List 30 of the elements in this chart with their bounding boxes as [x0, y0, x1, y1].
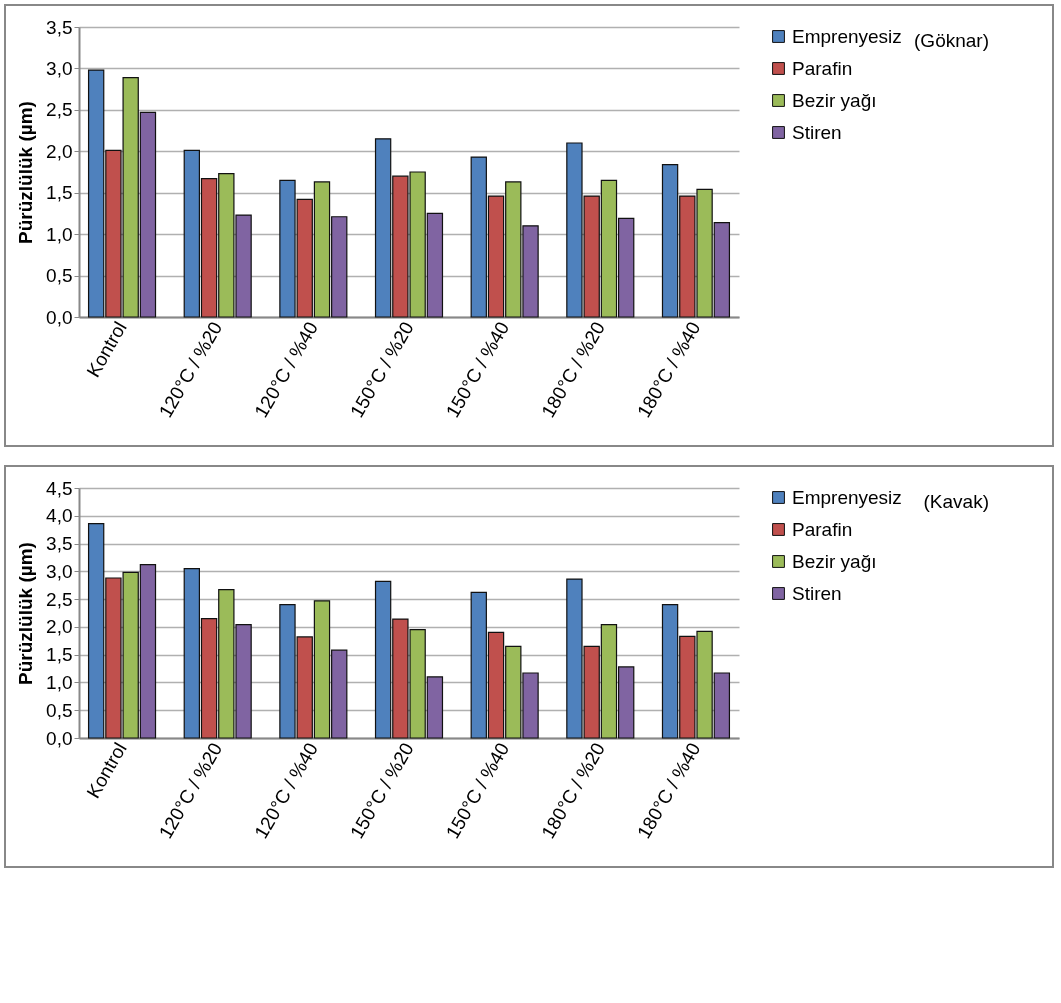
y-tick-label: 2,5: [46, 588, 73, 610]
y-axis-title: Pürüzlülük (µm): [15, 542, 37, 685]
legend-label: Emprenyesiz: [792, 486, 902, 508]
y-tick-label: 1,0: [46, 223, 73, 245]
text: (Kavak): [923, 491, 989, 512]
legend-label: Parafin: [792, 518, 853, 540]
y-tick-label: 2,0: [46, 616, 73, 638]
y-tick-label: 2,5: [46, 99, 73, 121]
y-tick-label: 4,0: [46, 505, 73, 527]
legend-label: Emprenyesiz: [792, 25, 902, 47]
y-tick-label: 1,0: [46, 671, 73, 693]
legend-label: Bezir yağı: [792, 89, 877, 111]
y-tick-label: 0,0: [46, 306, 73, 328]
y-tick-label: 1,5: [46, 182, 73, 204]
y-tick-label: 3,0: [46, 560, 73, 582]
legend-label: Stiren: [792, 582, 842, 604]
y-tick-label: 0,5: [46, 699, 73, 721]
y-tick-label: 0,0: [46, 727, 73, 749]
y-axis-title: Pürüzlülük (µm): [15, 101, 37, 244]
y-tick-label: 0,5: [46, 265, 73, 287]
y-tick-label: 2,0: [46, 140, 73, 162]
y-tick-label: 3,5: [46, 16, 73, 38]
y-tick-label: 1,5: [46, 644, 73, 666]
legend-label: Stiren: [792, 121, 842, 143]
legend-label: Bezir yağı: [792, 550, 877, 572]
legend-label: Parafin: [792, 57, 853, 79]
y-tick-label: 4,5: [46, 477, 73, 499]
text: (Göknar): [914, 30, 989, 51]
y-tick-label: 3,0: [46, 57, 73, 79]
y-tick-label: 3,5: [46, 533, 73, 555]
